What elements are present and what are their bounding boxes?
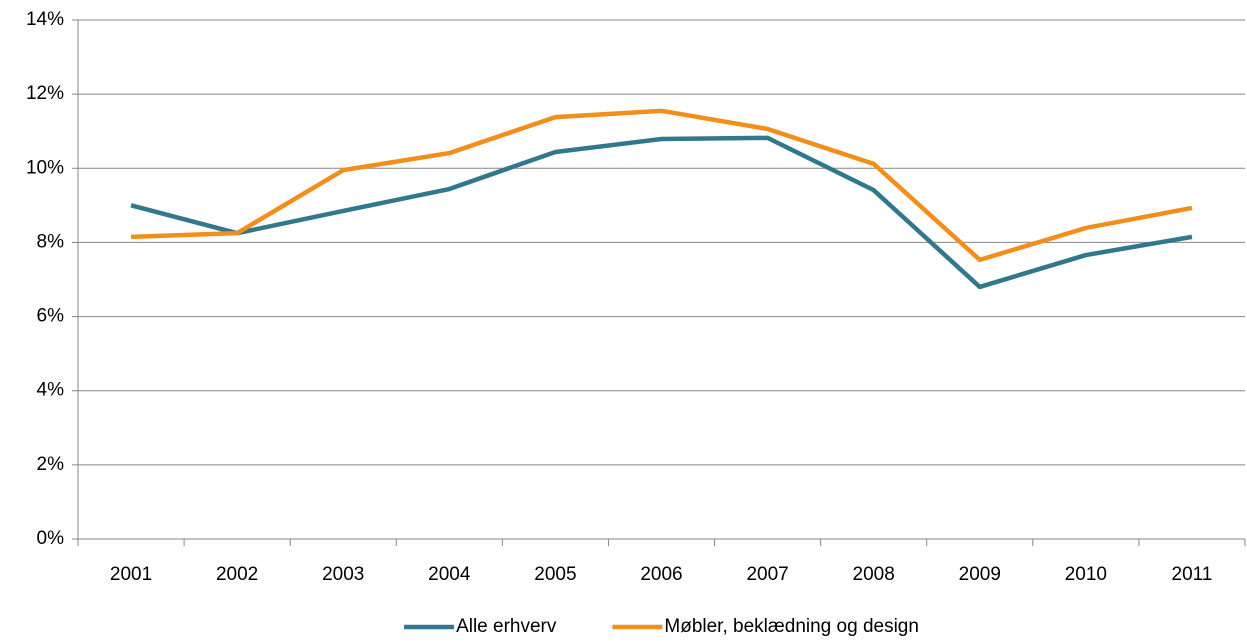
y-tick-label: 10% <box>26 157 64 178</box>
x-tick-label: 2006 <box>640 564 682 585</box>
y-tick-label: 0% <box>37 528 65 549</box>
legend-label: Møbler, beklædning og design <box>664 616 919 637</box>
y-tick-label: 6% <box>37 306 65 327</box>
x-tick-label: 2008 <box>853 564 895 585</box>
y-tick-label: 2% <box>37 454 65 475</box>
x-tick-label: 2010 <box>1065 564 1107 585</box>
data-line <box>130 135 1193 290</box>
x-tick-label: 2009 <box>959 564 1001 585</box>
x-tick-label: 2001 <box>110 564 152 585</box>
y-tick-label: 8% <box>37 231 65 252</box>
x-tick-label: 2011 <box>1172 564 1213 585</box>
y-tick-label: 12% <box>26 83 64 104</box>
x-tick-label: 2002 <box>216 564 258 585</box>
x-tick-label: 2007 <box>746 564 788 585</box>
legend-item: Alle erhverv <box>404 616 557 637</box>
legend-label: Alle erhverv <box>456 616 557 637</box>
y-tick-label: 14% <box>26 9 64 30</box>
legend-item: Møbler, beklædning og design <box>612 616 919 637</box>
x-tick-label: 2004 <box>428 564 471 585</box>
y-tick-label: 4% <box>37 380 65 401</box>
x-tick-label: 2005 <box>534 564 576 585</box>
x-tick-label: 2003 <box>322 564 364 585</box>
data-line <box>130 108 1193 263</box>
legend: Alle erhverv Møbler, beklædning og design <box>404 616 919 637</box>
